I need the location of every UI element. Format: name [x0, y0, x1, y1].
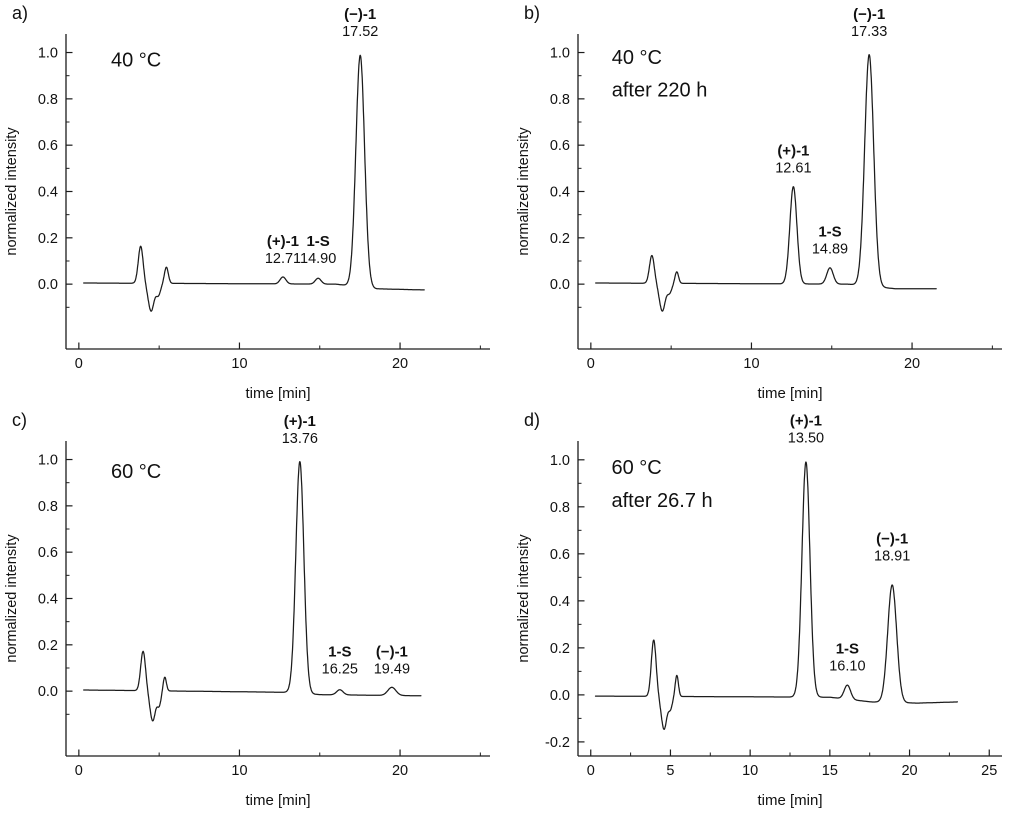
peak-rt-label: 13.76: [282, 431, 318, 447]
x-tick-label: 25: [981, 763, 997, 779]
chromatogram-trace: [83, 54, 425, 312]
peak-name-label: (−)-1: [876, 530, 908, 547]
condition-text: 60 °C: [611, 457, 661, 479]
peak-name-label: (−)-1: [344, 6, 376, 23]
chromatogram-chart-b: 0 10 20 0.0 0.2 0.4 0.6 0.8 1.0 time [min] normali…: [516, 6, 1002, 402]
y-tick-label: 1.0: [38, 453, 58, 469]
x-axis-label: time [min]: [757, 792, 822, 809]
y-tick-label: 0.4: [38, 185, 58, 201]
y-tick-label: 1.0: [550, 46, 570, 62]
x-axis-label: time [min]: [245, 792, 310, 809]
y-tick-label: 0.4: [550, 594, 570, 610]
panel-d: d) 0 5 10 15 20 25 -0.2 0.0 0.2 0.4 0.6 0.8 1.0 time …: [512, 407, 1024, 814]
peak-name-label: (+)-1: [284, 413, 316, 430]
panel-label-a: a): [12, 3, 29, 23]
panel-a: a) 0 10 20 0.0 0.2 0.4 0.6 0.8 1.0 time [min] norm…: [0, 0, 512, 407]
x-tick-label: 10: [231, 356, 247, 372]
y-tick-label: 0.0: [38, 684, 58, 700]
panel-label-c: c): [12, 410, 27, 430]
peak-rt-label: 17.33: [851, 24, 887, 40]
y-tick-label: 0.0: [550, 277, 570, 293]
y-axis-label: normalized intensity: [516, 127, 532, 256]
y-tick-label: 0.0: [550, 688, 570, 704]
y-tick-label: 1.0: [550, 453, 570, 469]
panel-label-b: b): [524, 3, 541, 23]
chromatogram-trace: [595, 54, 937, 312]
x-tick-label: 10: [743, 356, 759, 372]
y-tick-label: 0.6: [38, 545, 58, 561]
y-tick-label: 0.4: [550, 185, 570, 201]
peak-rt-label: 16.25: [322, 661, 358, 677]
y-axis-label: normalized intensity: [516, 534, 532, 663]
y-tick-label: 0.6: [550, 138, 570, 154]
peak-rt-label: 13.50: [788, 431, 824, 447]
x-tick-label: 0: [75, 763, 83, 779]
x-axis-label: time [min]: [245, 385, 310, 402]
chromatogram-chart-d: 0 5 10 15 20 25 -0.2 0.0 0.2 0.4 0.6 0.8 1.0 time [mi…: [516, 413, 1002, 809]
y-axis-label: normalized intensity: [4, 534, 20, 663]
y-tick-label: 0.6: [38, 138, 58, 154]
y-axis-label: normalized intensity: [4, 127, 20, 256]
panel-label-d: d): [524, 410, 541, 430]
panel-b: b) 0 10 20 0.0 0.2 0.4 0.6 0.8 1.0 time [min] norm…: [512, 0, 1024, 407]
x-tick-label: 0: [587, 763, 595, 779]
peak-rt-label: 17.52: [342, 24, 378, 40]
panel-c: c) 0 10 20 0.0 0.2 0.4 0.6 0.8 1.0 time [min] norm…: [0, 407, 512, 814]
x-tick-label: 0: [75, 356, 83, 372]
peak-name-label: 1-S: [306, 233, 329, 250]
y-tick-label: 0.2: [38, 231, 58, 247]
condition-text: 40 °C: [111, 49, 161, 71]
x-tick-label: 20: [901, 763, 917, 779]
y-tick-label: 0.8: [550, 500, 570, 516]
peak-rt-label: 14.90: [300, 251, 336, 267]
peak-rt-label: 19.49: [374, 661, 410, 677]
peak-name-label: 1-S: [328, 643, 351, 660]
chromatogram-trace: [594, 461, 959, 731]
x-tick-label: 10: [231, 763, 247, 779]
y-tick-label: 0.8: [38, 92, 58, 108]
y-tick-label: 0.2: [550, 231, 570, 247]
y-tick-label: 0.2: [38, 638, 58, 654]
peak-rt-label: 14.89: [812, 242, 848, 258]
x-tick-label: 5: [666, 763, 674, 779]
peak-rt-label: 12.61: [775, 161, 811, 177]
chromatogram-chart-a: 0 10 20 0.0 0.2 0.4 0.6 0.8 1.0 time [min] normali…: [4, 6, 490, 402]
peak-name-label: (−)-1: [376, 643, 408, 660]
condition-text: after 26.7 h: [611, 490, 712, 512]
y-tick-label: 0.6: [550, 547, 570, 563]
x-tick-label: 15: [822, 763, 838, 779]
chromatogram-chart-c: 0 10 20 0.0 0.2 0.4 0.6 0.8 1.0 time [min] normali…: [4, 413, 490, 809]
peak-name-label: (+)-1: [790, 413, 822, 430]
chromatogram-trace: [83, 460, 422, 722]
condition-text: 40 °C: [612, 47, 662, 69]
peak-rt-label: 12.71: [265, 251, 301, 267]
x-tick-label: 20: [904, 356, 920, 372]
x-tick-label: 20: [392, 763, 408, 779]
peak-rt-label: 16.10: [829, 659, 865, 675]
peak-name-label: (−)-1: [853, 6, 885, 23]
peak-name-label: (+)-1: [777, 143, 809, 160]
y-tick-label: 0.2: [550, 641, 570, 657]
x-tick-label: 20: [392, 356, 408, 372]
y-tick-label: 1.0: [38, 46, 58, 62]
peak-rt-label: 18.91: [874, 548, 910, 564]
condition-text: after 220 h: [612, 80, 708, 102]
y-tick-label: 0.8: [550, 92, 570, 108]
x-tick-label: 0: [587, 356, 595, 372]
y-tick-label: 0.0: [38, 277, 58, 293]
y-tick-label: 0.8: [38, 499, 58, 515]
x-tick-label: 10: [742, 763, 758, 779]
y-tick-label: 0.4: [38, 592, 58, 608]
y-tick-label: -0.2: [545, 735, 570, 751]
peak-name-label: 1-S: [836, 641, 859, 658]
peak-name-label: (+)-1: [267, 233, 299, 250]
peak-name-label: 1-S: [818, 224, 841, 241]
condition-text: 60 °C: [111, 461, 161, 483]
x-axis-label: time [min]: [757, 385, 822, 402]
